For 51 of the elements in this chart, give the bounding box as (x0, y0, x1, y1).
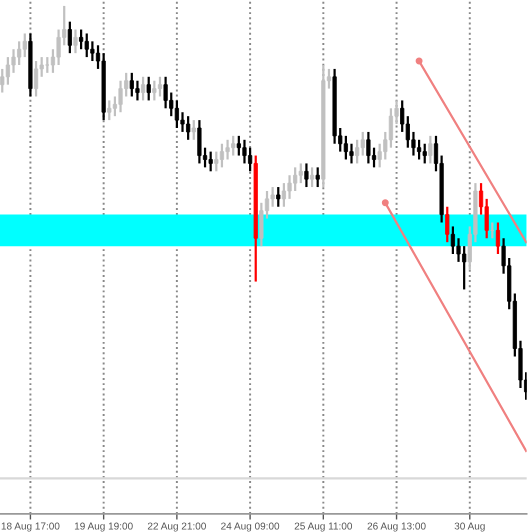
candlestick (242, 138, 247, 165)
candlestick (422, 142, 427, 165)
candlestick (118, 79, 123, 114)
candlestick (146, 75, 151, 102)
candlestick (298, 162, 303, 185)
candlestick (186, 115, 191, 141)
candlestick (84, 32, 89, 59)
candlestick (225, 138, 230, 161)
candlestick (349, 142, 354, 165)
candlestick (360, 130, 365, 157)
candlestick (157, 75, 163, 98)
candlestick (90, 40, 95, 63)
candlestick (416, 138, 422, 161)
candlestick (135, 79, 140, 102)
candlestick (214, 150, 219, 173)
candlestick (276, 185, 281, 208)
candlestick (355, 138, 360, 165)
candlestick (247, 146, 253, 173)
candlestick (22, 32, 27, 59)
candlestick (315, 166, 320, 189)
candlestick (33, 59, 39, 98)
candlestick (281, 182, 287, 208)
candlestick (79, 28, 84, 51)
candlestick (107, 99, 112, 122)
candlestick (366, 130, 371, 165)
candlestick (174, 99, 179, 130)
candlestick (191, 119, 196, 141)
candlestick (231, 134, 236, 157)
candlestick (495, 221, 501, 256)
candlestick (67, 20, 72, 55)
candlestick (28, 32, 33, 98)
candlestick (309, 166, 315, 189)
candlestick (445, 205, 450, 244)
candlestick (450, 225, 455, 256)
candlestick (208, 150, 213, 173)
candlestick (73, 28, 78, 55)
candlestick (219, 142, 225, 169)
candlestick (343, 134, 348, 161)
candlestick (428, 134, 433, 165)
candlestick (462, 245, 467, 291)
candlestick (287, 174, 292, 200)
candlestick (140, 75, 146, 102)
candlestick (5, 55, 10, 86)
candlestick (152, 79, 157, 102)
candlestick (236, 134, 241, 157)
candlestick (163, 75, 168, 110)
candlestick (293, 166, 298, 193)
candlestick (17, 40, 22, 67)
candlestick (304, 162, 309, 189)
candlestick (197, 119, 202, 165)
candlestick (129, 71, 134, 98)
